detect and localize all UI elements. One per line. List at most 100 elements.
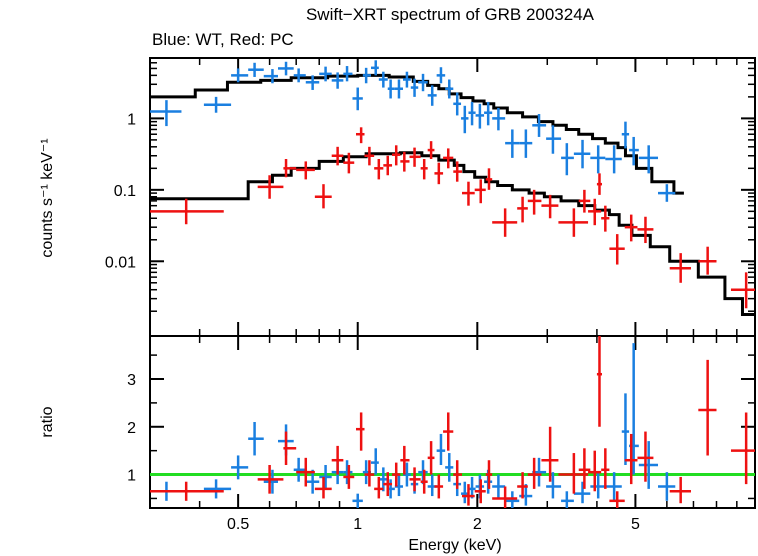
data-point — [392, 145, 401, 166]
x-axis-label: Energy (keV) — [408, 537, 501, 554]
data-point — [485, 460, 493, 489]
data-point — [492, 107, 506, 131]
data-point — [492, 474, 506, 499]
data-point — [374, 476, 384, 499]
data-point — [263, 69, 279, 84]
data-point — [410, 78, 419, 97]
data-point — [609, 491, 625, 508]
data-point — [629, 136, 639, 166]
data-point — [474, 479, 486, 504]
data-point — [492, 486, 518, 508]
data-point — [596, 173, 603, 195]
data-point — [561, 143, 574, 176]
data-point — [248, 422, 264, 456]
model-step-line — [150, 151, 755, 316]
chart-subtitle: Blue: WT, Red: PC — [152, 30, 294, 49]
data-point — [263, 469, 279, 494]
data-point — [331, 72, 344, 89]
data-point — [383, 155, 393, 176]
series-WT — [150, 343, 676, 508]
data-point — [319, 465, 332, 489]
ratio-data — [150, 336, 755, 508]
series-WT — [150, 60, 676, 202]
y-tick-label: 1 — [127, 468, 136, 485]
data-point — [305, 469, 320, 494]
data-point — [485, 168, 493, 190]
data-point — [527, 189, 542, 215]
data-point — [453, 161, 462, 182]
data-point — [445, 79, 454, 99]
series-PC — [150, 336, 755, 508]
data-point — [658, 472, 676, 501]
data-point — [558, 453, 589, 494]
data-point — [730, 412, 755, 485]
data-point — [588, 450, 602, 492]
data-point — [658, 184, 676, 202]
data-point — [392, 462, 401, 487]
data-point — [601, 448, 610, 489]
x-tick-label: 0.5 — [227, 516, 249, 533]
data-point — [624, 433, 638, 485]
data-point — [541, 426, 559, 482]
ratio-frame — [149, 335, 756, 509]
data-point — [609, 234, 625, 265]
data-point — [343, 465, 355, 489]
data-point — [352, 493, 363, 508]
data-point — [420, 159, 428, 180]
data-point — [590, 145, 606, 174]
data-point — [257, 465, 284, 494]
data-point — [343, 66, 353, 82]
data-point — [698, 359, 717, 456]
data-point — [578, 448, 591, 489]
data-point — [461, 484, 475, 506]
data-point — [278, 61, 294, 76]
y-axis-label-top: counts s⁻¹ keV⁻¹ — [39, 138, 56, 257]
data-point — [436, 433, 446, 465]
data-point — [461, 181, 475, 206]
data-point — [621, 393, 630, 465]
data-point — [445, 453, 454, 482]
data-point — [558, 208, 589, 237]
data-point — [475, 103, 485, 129]
data-point — [355, 127, 365, 144]
data-point — [352, 87, 363, 111]
data-point — [364, 146, 375, 166]
data-point — [427, 85, 437, 106]
data-point — [605, 472, 622, 501]
data-point — [596, 336, 603, 427]
data-point — [420, 469, 428, 494]
data-point — [730, 272, 755, 309]
data-point — [638, 441, 659, 489]
data-point — [378, 71, 388, 88]
data-point — [637, 431, 654, 482]
data-point — [527, 457, 542, 489]
data-point — [638, 145, 659, 174]
data-point — [443, 412, 454, 451]
data-point — [453, 92, 462, 116]
data-point — [409, 147, 421, 167]
data-point — [394, 79, 403, 99]
data-point — [468, 101, 476, 126]
data-point — [590, 472, 606, 499]
data-point — [427, 441, 435, 475]
chart-title: Swift−XRT spectrum of GRB 200324A — [306, 5, 595, 24]
data-point — [578, 189, 591, 213]
data-point — [517, 196, 528, 223]
data-point — [418, 73, 428, 92]
data-point — [400, 445, 410, 475]
data-point — [305, 75, 320, 90]
data-point — [203, 479, 232, 499]
data-point — [400, 151, 410, 172]
y-tick-label: 3 — [127, 372, 136, 389]
data-point — [698, 246, 717, 275]
data-point — [257, 175, 284, 199]
x-tick-label: 2 — [473, 516, 482, 533]
data-point — [319, 66, 332, 82]
x-tick-label: 5 — [631, 516, 640, 533]
data-point — [383, 472, 393, 497]
data-point — [293, 68, 306, 83]
data-point — [409, 467, 421, 492]
spectrum-data — [150, 60, 755, 316]
data-point — [541, 194, 559, 219]
